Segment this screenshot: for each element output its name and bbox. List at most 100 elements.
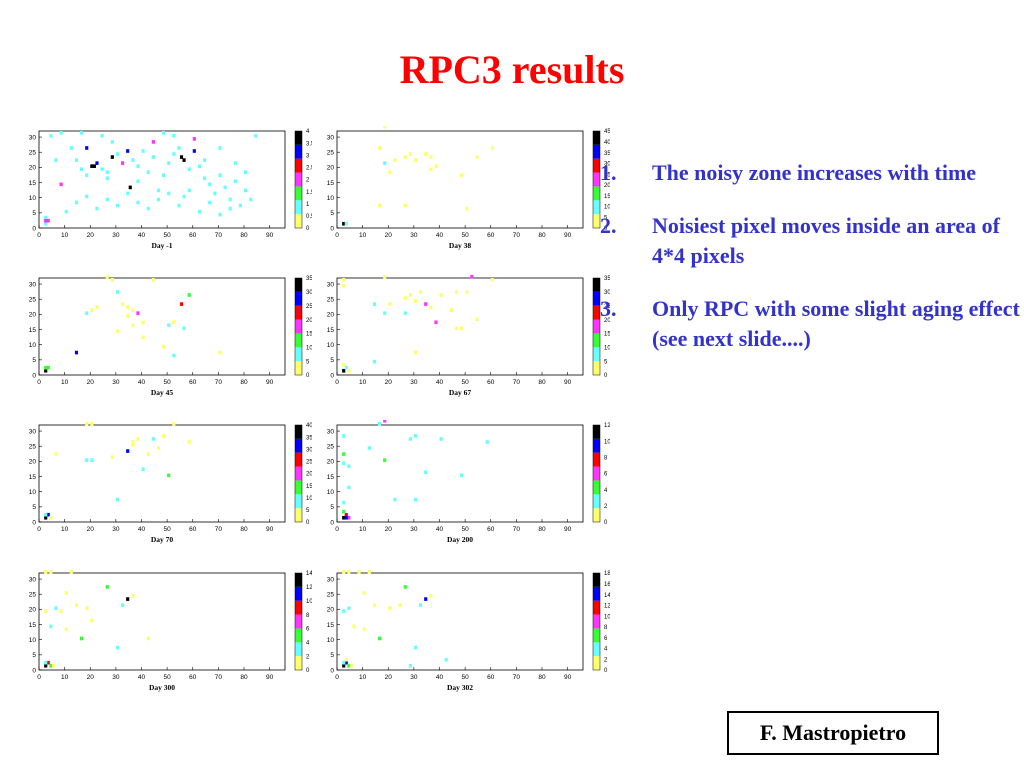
color-scale-bin: [295, 586, 302, 601]
color-scale-label: 40: [604, 140, 610, 146]
color-scale-label: 20: [306, 472, 312, 478]
heatmap-cell: [74, 603, 79, 607]
heatmap-cell: [64, 591, 68, 595]
color-scale-label: 3.5: [306, 141, 312, 147]
x-tick-label: 40: [138, 379, 146, 386]
x-tick-label: 40: [138, 674, 146, 681]
x-tick-label: 70: [215, 379, 223, 386]
color-scale-label: 25: [604, 172, 610, 178]
color-scale-label: 2: [604, 504, 608, 510]
color-scale-label: 0: [604, 226, 608, 232]
heatmap-cell: [408, 293, 412, 297]
color-scale-label: 2: [306, 178, 310, 184]
color-scale-label: 8: [306, 613, 310, 619]
heatmap-cell: [46, 512, 50, 517]
x-tick-label: 60: [189, 379, 197, 386]
heatmap-cell: [121, 302, 125, 306]
heatmap-cell: [95, 305, 99, 309]
color-scale-bin: [593, 347, 600, 362]
x-tick-label: 80: [538, 674, 546, 681]
x-tick-label: 20: [385, 674, 393, 681]
x-tick-label: 50: [164, 232, 172, 239]
x-tick-label: 0: [37, 674, 41, 681]
heatmap-cell: [208, 182, 212, 187]
x-tick-label: 10: [61, 526, 69, 533]
heatmap-cell: [383, 458, 387, 462]
color-scale-bin: [593, 333, 600, 348]
x-tick-label: 60: [487, 526, 495, 533]
y-tick-label: 5: [330, 210, 334, 217]
heatmap-cell: [398, 603, 402, 607]
heatmap-cell: [197, 209, 202, 214]
color-scale-bin: [295, 656, 302, 670]
y-tick-label: 15: [29, 180, 37, 187]
x-tick-label: 70: [215, 674, 223, 681]
color-scale-bin: [593, 614, 600, 629]
heatmap-cell: [444, 657, 448, 662]
y-tick-label: 10: [327, 342, 335, 349]
color-scale-bin: [593, 642, 600, 657]
heatmap-cell: [64, 627, 68, 632]
heatmap-cell: [80, 636, 84, 641]
color-scale-bin: [295, 158, 302, 173]
y-tick-label: 25: [327, 297, 335, 304]
color-scale-label: 4: [604, 647, 608, 653]
panel-title: Day -1: [151, 241, 172, 250]
y-tick-label: 20: [29, 459, 37, 466]
heatmap-cell: [192, 149, 196, 153]
heatmap-cell: [167, 473, 171, 478]
y-tick-label: 20: [327, 165, 335, 172]
heatmap-cell: [136, 164, 140, 168]
color-scale-bin: [593, 586, 600, 601]
x-tick-label: 90: [564, 526, 572, 533]
heatmap-cell: [49, 515, 53, 520]
heatmap-cell: [460, 473, 464, 478]
heatmap-cell: [110, 140, 114, 144]
heatmap-cell: [413, 645, 418, 650]
heatmap-cell: [105, 176, 109, 181]
heatmap-cell: [115, 329, 120, 334]
color-scale-bin: [593, 656, 600, 670]
color-scale-bin: [295, 347, 302, 362]
heatmap-cell: [85, 458, 89, 462]
heatmap-cell: [218, 146, 222, 150]
x-tick-label: 0: [37, 526, 41, 533]
x-tick-label: 40: [436, 379, 444, 386]
color-scale-bin: [593, 158, 600, 173]
x-tick-label: 40: [436, 232, 444, 239]
y-tick-label: 15: [327, 180, 335, 187]
color-scale-label: 4: [306, 640, 310, 646]
color-scale-label: 1: [306, 202, 310, 208]
color-scale-bin: [295, 508, 302, 522]
heatmap-cell: [131, 440, 135, 444]
heatmap-cell: [362, 627, 366, 632]
y-tick-label: 10: [327, 637, 335, 644]
x-tick-label: 90: [266, 379, 274, 386]
x-tick-label: 80: [538, 526, 546, 533]
heatmap-cell: [424, 302, 428, 306]
heatmap-cell: [378, 146, 382, 150]
y-tick-label: 15: [327, 474, 335, 481]
y-tick-label: 0: [32, 519, 36, 526]
heatmap-cell: [388, 302, 392, 306]
heatmap-cell: [367, 569, 371, 574]
heatmap-cell: [126, 305, 130, 309]
y-tick-label: 15: [29, 327, 37, 334]
heatmap-cell: [92, 164, 96, 168]
heatmap-cell: [121, 603, 125, 607]
color-scale-label: 1.5: [306, 190, 312, 196]
heatmap-cell: [44, 221, 48, 226]
heatmap-day-302: 0 10 20 30 40 50 60 70 80 90 0 5 10 15 20 25 30 0 2 4 6 8 10 12…: [327, 569, 610, 692]
plot-frame: [38, 424, 286, 523]
color-scale-bin: [593, 144, 600, 159]
color-scale-label: 15: [604, 194, 610, 200]
heatmap-cell: [105, 170, 109, 175]
color-scale-label: 0.5: [306, 214, 312, 220]
x-tick-label: 20: [385, 526, 393, 533]
x-tick-label: 30: [112, 232, 120, 239]
y-tick-label: 0: [32, 667, 36, 674]
heatmap-cell: [244, 188, 248, 193]
color-scale-frame: [294, 572, 303, 671]
heatmap-cell: [367, 446, 371, 450]
heatmap-cell: [393, 497, 397, 502]
